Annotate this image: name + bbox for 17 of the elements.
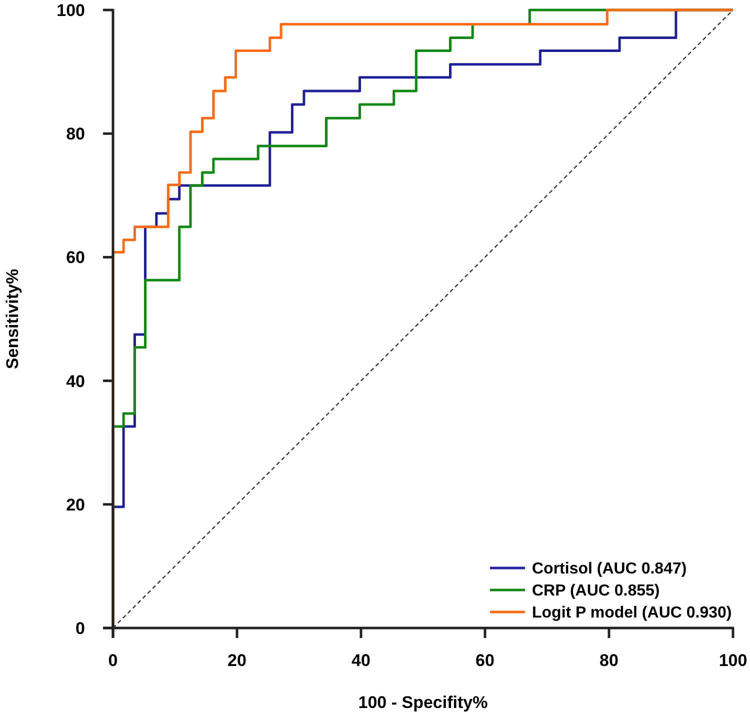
x-tick-label: 0 xyxy=(108,651,118,670)
legend-label: Logit P model (AUC 0.930) xyxy=(532,604,732,622)
x-tick-label: 40 xyxy=(352,651,370,670)
x-tick-label: 20 xyxy=(228,651,246,670)
x-tick-label: 80 xyxy=(600,651,618,670)
y-tick-label: 40 xyxy=(66,372,85,391)
y-tick-label: 100 xyxy=(56,0,85,20)
y-tick-label: 0 xyxy=(76,618,85,638)
y-tick-label: 80 xyxy=(66,124,85,144)
legend-label: CRP (AUC 0.855) xyxy=(532,582,660,600)
y-axis-title: Sensitivity% xyxy=(3,268,22,370)
y-tick-label: 20 xyxy=(66,495,85,514)
legend-label: Cortisol (AUC 0.847) xyxy=(532,560,687,578)
x-axis-title: 100 - Specifity% xyxy=(358,693,488,712)
x-tick-label: 60 xyxy=(476,651,494,670)
y-tick-label: 60 xyxy=(66,248,85,268)
x-tick-label: 100 xyxy=(718,651,748,670)
